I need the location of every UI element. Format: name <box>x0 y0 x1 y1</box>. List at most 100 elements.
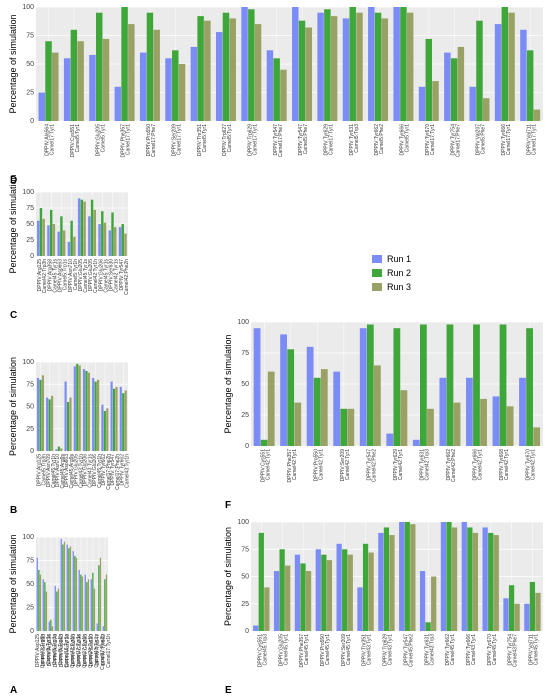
bar-A-6-run1 <box>66 544 68 631</box>
bar-E-14-run2 <box>529 581 536 631</box>
category-label: DPPIV:Tyr631Camel42:Trp3 <box>420 449 431 481</box>
category-label: DPPIV:Pro550Camel42:Tyr1 <box>313 449 324 482</box>
bar-F-9-run2 <box>473 324 480 446</box>
bar-E-8-run2 <box>404 522 410 631</box>
bar-B-4-run2 <box>66 402 70 451</box>
bar-E-9-run1 <box>419 571 426 631</box>
bar-C-1-run3 <box>42 218 45 256</box>
category-label: DPPIV:Trp629Camel43:Tyr1 <box>383 634 394 666</box>
y-tick-label: 0 <box>245 628 249 635</box>
panel-letter: B <box>10 505 17 516</box>
bar-A-5-run1 <box>60 538 62 631</box>
bar-D-15-run2 <box>400 7 407 121</box>
category-label: DPPIV:Tyr547Camel5:Phe7 <box>298 124 309 156</box>
bar-D-15-run3 <box>406 12 414 122</box>
bar-D-17-run3 <box>457 46 465 121</box>
bar-A-10-run2 <box>92 572 94 631</box>
bar-D-5-run2 <box>146 12 154 122</box>
bar-E-12-run3 <box>493 535 499 631</box>
bar-B-9-run1 <box>110 381 113 451</box>
bar-D-18-run1 <box>469 86 476 121</box>
y-tick-label: 25 <box>241 601 249 608</box>
bar-E-2-run1 <box>273 571 280 631</box>
bar-E-10-run3 <box>451 527 458 631</box>
bar-A-12-run2 <box>104 579 106 631</box>
y-tick-label: 50 <box>241 574 249 581</box>
category-label: DPPIV:Tyr547Camel17:Phe2h <box>95 634 106 670</box>
category-label: DPPIV:Cys551Camel42:Tyr1 <box>260 449 271 482</box>
y-axis-label: Percentage of simulation <box>223 527 233 626</box>
legend-label: Run 3 <box>387 282 411 292</box>
y-axis-label: Percentage of simulation <box>8 14 18 113</box>
bar-E-2-run2 <box>279 549 285 631</box>
bar-E-6-run1 <box>357 587 363 631</box>
bar-D-6-run2 <box>172 50 179 121</box>
y-tick-label: 75 <box>26 381 34 388</box>
bar-B-5-run1 <box>73 366 76 451</box>
bar-E-1-run2 <box>258 532 264 631</box>
category-label: DPPIV:Tyr670Camel17:Tyr1 <box>425 124 436 156</box>
category-label: DPPIV:Glu206Camel20:Tyr1h <box>83 634 94 668</box>
bar-A-3-run3 <box>51 626 54 631</box>
bar-D-11-run3 <box>305 27 313 121</box>
bar-B-2-run2 <box>48 399 51 451</box>
bar-D-19-run2 <box>501 7 509 121</box>
y-tick-label: 25 <box>26 605 34 612</box>
category-label: DPPIV:Tyr670Camel42:Tyr1 <box>526 449 537 481</box>
bar-E-6-run3 <box>368 552 374 631</box>
bar-F-3-run1 <box>306 346 314 446</box>
bar-B-4-run3 <box>69 397 72 451</box>
bar-D-15-run1 <box>393 7 400 121</box>
bar-C-6-run1 <box>88 216 91 256</box>
y-tick-label: 0 <box>30 448 34 455</box>
category-label: DPPIV:Glu205Camel45:Tyr1s <box>78 259 89 293</box>
bar-D-1-run2 <box>45 41 52 122</box>
bar-C-5-run3 <box>83 201 86 256</box>
y-tick-label: 100 <box>237 519 249 526</box>
bar-A-2-run3 <box>45 591 48 631</box>
bar-A-4-run3 <box>57 588 60 631</box>
y-tick-label: 75 <box>241 350 249 357</box>
bar-B-5-run3 <box>78 365 81 451</box>
category-label: DPPIV:Cys551Camel5:Tyr1 <box>70 124 81 157</box>
bar-B-7-run1 <box>92 378 95 451</box>
bar-A-6-run3 <box>69 546 72 631</box>
bar-D-3-run1 <box>89 54 96 121</box>
bar-F-7-run3 <box>427 408 434 446</box>
bar-F-10-run1 <box>492 396 500 446</box>
bar-C-1-run2 <box>39 208 43 256</box>
y-axis-label: Percentage of simulation <box>8 534 18 633</box>
bar-F-8-run2 <box>446 324 454 446</box>
bar-A-6-run2 <box>68 548 70 631</box>
y-tick-label: 50 <box>26 581 34 588</box>
bar-B-2-run3 <box>51 395 54 451</box>
category-label: DPPIV:Tyr547Camel17:Phe2h <box>110 454 121 490</box>
bar-C-7-run3 <box>103 222 107 256</box>
bar-F-1-run2 <box>260 439 268 446</box>
bar-C-6-run2 <box>90 199 94 256</box>
bar-D-10-run3 <box>280 69 287 121</box>
bar-A-8-run2 <box>80 574 82 631</box>
bar-B-10-run2 <box>122 393 125 451</box>
bar-D-1-run1 <box>38 92 45 121</box>
bar-C-5-run2 <box>80 199 84 256</box>
y-tick-label: 25 <box>26 426 34 433</box>
bar-A-8-run1 <box>78 569 80 631</box>
y-tick-label: 100 <box>22 534 34 541</box>
bar-B-7-run2 <box>94 381 97 451</box>
y-tick-label: 0 <box>30 628 34 635</box>
bar-D-5-run3 <box>153 29 160 121</box>
category-label: DPPIV:Tyr662Camel45:Tyr1 <box>445 634 456 666</box>
bar-D-12-run1 <box>317 12 324 122</box>
category-label: DPPIV:Thr351Camel5:Tyr1 <box>197 124 208 156</box>
bar-D-11-run2 <box>298 20 306 121</box>
category-label: DPPIV:Thr351Camel43:Tyr1 <box>362 634 373 666</box>
category-label: DPPIV:Ser209Camel45:Tyr1 <box>341 634 352 667</box>
y-tick-label: 50 <box>241 381 249 388</box>
bar-C-4-run1 <box>67 241 71 256</box>
bar-B-8-run3 <box>106 408 109 451</box>
category-label: DPPIV:Asn710Camel43:Tyr1h <box>65 634 76 668</box>
bar-F-4-run1 <box>333 371 341 446</box>
bar-D-9-run3 <box>254 24 262 122</box>
